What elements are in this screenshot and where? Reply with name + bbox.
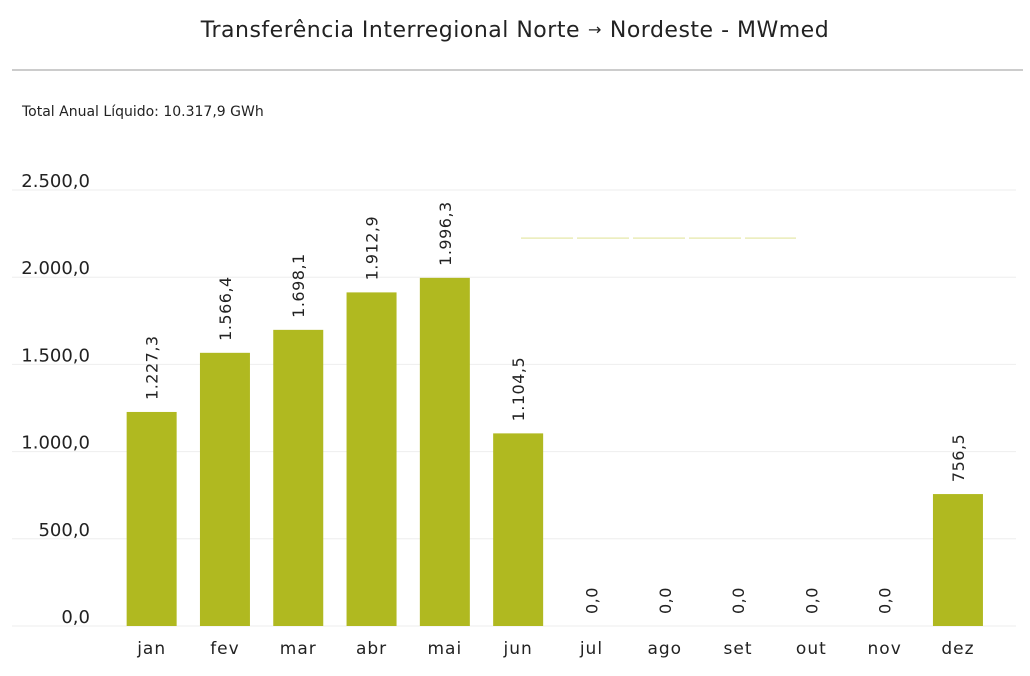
y-tick-label: 2.500,0 bbox=[21, 171, 90, 192]
data-label-abr: 1.912,9 bbox=[363, 216, 382, 281]
data-label-dez: 756,5 bbox=[949, 434, 968, 482]
bar-dez bbox=[932, 494, 983, 626]
x-tick-label-mai: mai bbox=[427, 639, 462, 659]
data-label-jul: 0,0 bbox=[582, 587, 601, 614]
data-label-ago: 0,0 bbox=[656, 587, 675, 614]
bar-mai bbox=[419, 277, 470, 626]
data-labels: 1.227,3 1.566,4 1.698,1 1.912,9 1.996,3 1.104… bbox=[143, 201, 968, 614]
chart-header: Transferência Interregional Norte → Nordes… bbox=[0, 0, 1030, 71]
x-tick-label-jul: jul bbox=[579, 639, 603, 659]
header-divider bbox=[12, 69, 1023, 71]
y-tick-label: 0,0 bbox=[61, 607, 90, 628]
y-tick-label: 1.000,0 bbox=[21, 433, 90, 454]
x-tick-label-set: set bbox=[724, 639, 753, 659]
bars bbox=[126, 277, 983, 626]
x-tick-label-out: out bbox=[796, 639, 827, 659]
arrow-right-icon: → bbox=[587, 20, 602, 39]
bar-fev bbox=[199, 352, 250, 626]
data-label-nov: 0,0 bbox=[876, 587, 895, 614]
chart-title-destination: Nordeste - MWmed bbox=[609, 18, 830, 43]
bar-mar bbox=[273, 329, 324, 626]
data-label-mai: 1.996,3 bbox=[436, 201, 455, 266]
x-axis-ticks: jan fev mar abr mai jun jul ago set out nov dez bbox=[136, 639, 974, 659]
data-label-mar: 1.698,1 bbox=[289, 253, 308, 318]
x-tick-label-mar: mar bbox=[280, 639, 317, 659]
x-tick-label-fev: fev bbox=[210, 639, 240, 659]
y-tick-label: 500,0 bbox=[38, 520, 90, 541]
chart-title-origin: Transferência Interregional Norte bbox=[200, 18, 580, 43]
x-tick-label-dez: dez bbox=[941, 639, 974, 659]
data-label-out: 0,0 bbox=[802, 587, 821, 614]
bar-jan bbox=[126, 411, 177, 626]
annual-total-label: Total Anual Líquido: 10.317,9 GWh bbox=[22, 104, 264, 120]
y-tick-label: 1.500,0 bbox=[21, 345, 90, 366]
x-tick-label-jun: jun bbox=[503, 639, 533, 659]
x-tick-label-ago: ago bbox=[647, 639, 682, 659]
data-label-jan: 1.227,3 bbox=[143, 335, 162, 400]
bar-jun bbox=[493, 433, 544, 626]
x-tick-label-nov: nov bbox=[868, 639, 902, 659]
y-tick-label: 2.000,0 bbox=[21, 258, 90, 279]
chart-title: Transferência Interregional Norte → Nordes… bbox=[0, 18, 1030, 43]
y-axis-ticks: 0,0 500,0 1.000,0 1.500,0 2.000,0 2.500,0 bbox=[21, 171, 90, 628]
data-label-fev: 1.566,4 bbox=[216, 276, 235, 341]
x-tick-label-abr: abr bbox=[356, 639, 387, 659]
data-label-set: 0,0 bbox=[729, 587, 748, 614]
data-label-jun: 1.104,5 bbox=[509, 357, 528, 422]
x-tick-label-jan: jan bbox=[136, 639, 166, 659]
bar-abr bbox=[346, 292, 397, 626]
